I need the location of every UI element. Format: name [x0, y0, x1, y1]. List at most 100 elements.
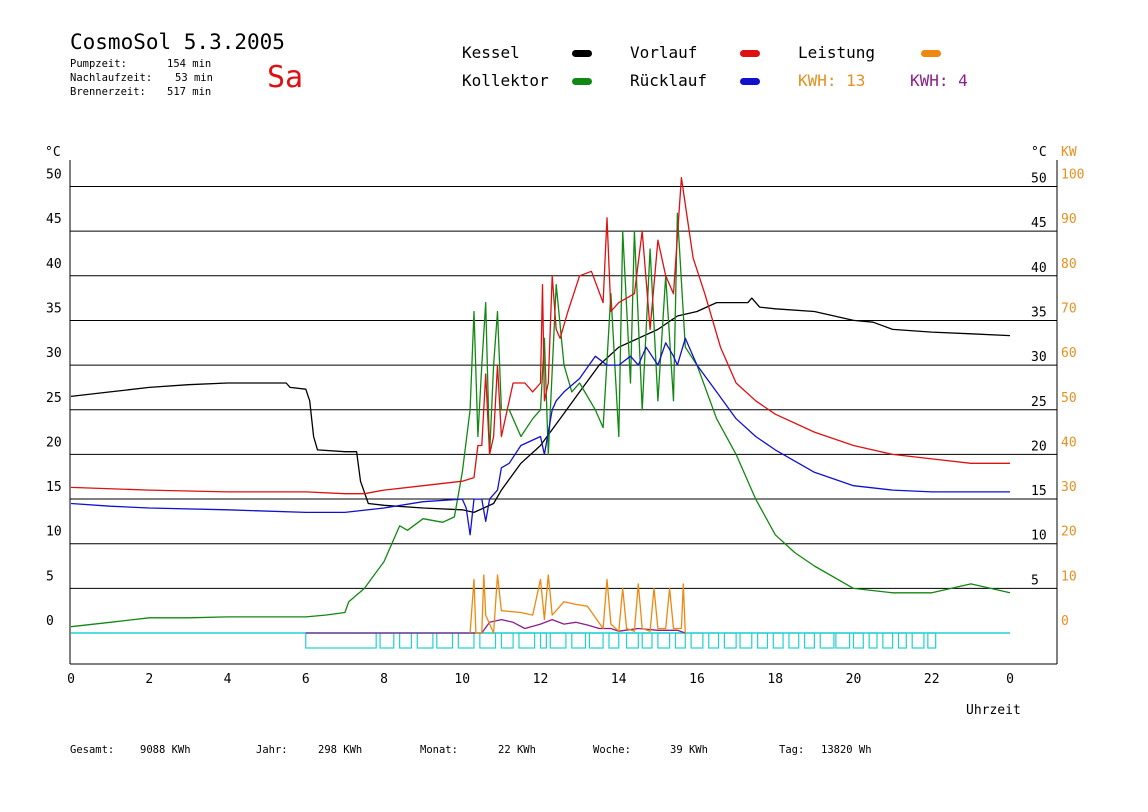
x-tick-label: 12: [533, 672, 549, 687]
footer-value: 13820 Wh: [821, 744, 872, 756]
footer-gesamt: Gesamt: 9088 KWh: [70, 744, 191, 756]
y-tick-label-right-kw: 40: [1061, 435, 1077, 450]
y-axis-label-left: °C: [45, 145, 61, 160]
footer-label: Gesamt:: [70, 744, 115, 756]
legend-swatch-kollektor: [572, 78, 592, 85]
x-tick-label: 20: [846, 672, 862, 687]
pump-pattern-segment: [788, 632, 800, 649]
x-tick-label: 14: [611, 672, 627, 687]
y-tick-label-left: 30: [46, 346, 62, 361]
pump-pattern-segment: [657, 632, 671, 649]
footer-label: Monat:: [420, 744, 458, 756]
pump-pattern-segment: [911, 632, 925, 649]
y-tick-label-right-c: 10: [1031, 529, 1047, 544]
stat-nachlaufzeit: Nachlaufzeit: 53 min: [70, 72, 213, 84]
y-axis-label-right-c: °C: [1031, 145, 1047, 160]
y-tick-label-left: 40: [46, 257, 62, 272]
stat-value: 517 min: [167, 86, 212, 98]
footer-value: 298 KWh: [318, 744, 363, 756]
y-tick-label-right-kw: 50: [1061, 391, 1077, 406]
pump-pattern-segment: [549, 632, 567, 649]
y-tick-label-right-kw: 100: [1061, 168, 1084, 183]
y-tick-label-right-kw: 30: [1061, 480, 1077, 495]
pump-pattern-segment: [897, 632, 907, 649]
y-tick-label-right-c: 45: [1031, 216, 1047, 231]
pump-pattern-segment: [723, 632, 737, 649]
y-tick-label-left: 5: [46, 569, 54, 584]
footer-value: 39 KWh: [670, 744, 708, 756]
series-line-kollektor: [70, 212, 1011, 628]
stat-value: 53 min: [175, 72, 213, 84]
legend-label-vorlauf: Vorlauf: [630, 43, 698, 62]
y-tick-label-right-kw: 20: [1061, 525, 1077, 540]
y-tick-label-right-c: 40: [1031, 261, 1047, 276]
y-tick-label-left: 35: [46, 301, 62, 316]
weekday-label: Sa: [267, 60, 304, 95]
y-tick-label-right-c: 15: [1031, 484, 1047, 499]
x-tick-label: 4: [224, 672, 232, 687]
series-line-vorlauf: [70, 176, 1010, 495]
stat-pumpzeit: Pumpzeit: 154 min: [70, 58, 211, 70]
y-tick-label-right-c: 25: [1031, 395, 1047, 410]
kwh-burner: KWH: 4: [910, 71, 968, 90]
pump-pattern-segment: [772, 632, 784, 649]
legend-label-leistung: Leistung: [798, 43, 876, 62]
stat-value: 154 min: [167, 58, 212, 70]
pump-pattern-segment: [479, 632, 497, 649]
legend-swatch-leistung: [921, 50, 941, 57]
pump-pattern-segment: [674, 632, 686, 649]
y-tick-label-left: 15: [46, 480, 62, 495]
footer-label: Woche:: [593, 744, 631, 756]
pump-pattern-segment: [399, 632, 412, 649]
y-tick-label-left: 20: [46, 435, 62, 450]
stat-brennerzeit: Brennerzeit: 517 min: [70, 86, 211, 98]
y-tick-label-right-kw: 60: [1061, 346, 1077, 361]
y-tick-label-right-c: 20: [1031, 439, 1047, 454]
x-tick-label: 0: [67, 672, 75, 687]
legend-swatch-vorlauf: [740, 50, 760, 57]
y-tick-label-right-c: 35: [1031, 305, 1047, 320]
x-tick-label: 16: [689, 672, 705, 687]
pump-pattern-segment: [927, 632, 937, 649]
pump-pattern-segment: [803, 632, 815, 649]
x-axis-label: Uhrzeit: [966, 703, 1021, 718]
pump-pattern-segment: [571, 632, 587, 649]
footer-jahr: Jahr: 298 KWh: [256, 744, 362, 756]
pump-pattern-segment: [305, 632, 377, 649]
x-tick-label: 8: [380, 672, 388, 687]
x-tick-label: 22: [924, 672, 940, 687]
pump-pattern-segment: [819, 632, 835, 649]
footer-value: 22 KWh: [498, 744, 536, 756]
stat-label: Pumpzeit:: [70, 58, 127, 70]
footer-value: 9088 KWh: [140, 744, 191, 756]
pump-pattern-segment: [708, 632, 720, 649]
pump-pattern-segment: [882, 632, 894, 649]
legend-label-kessel: Kessel: [462, 43, 520, 62]
pump-pattern-segment: [835, 632, 851, 649]
pump-pattern-segment: [500, 632, 514, 649]
x-tick-label: 10: [454, 672, 470, 687]
app-title: CosmoSol 5.3.2005: [70, 30, 285, 54]
y-tick-label-left: 25: [46, 391, 62, 406]
footer-label: Jahr:: [256, 744, 288, 756]
y-tick-label-left: 0: [46, 614, 54, 629]
series-line-leistung: [469, 574, 686, 634]
x-tick-label: 2: [145, 672, 153, 687]
footer-monat: Monat: 22 KWh: [420, 744, 536, 756]
pump-pattern-segment: [641, 632, 653, 649]
pump-pattern-segment: [436, 632, 454, 649]
series-line-kessel: [70, 297, 1011, 514]
legend-label-kollektor: Kollektor: [462, 71, 549, 90]
y-tick-label-right-c: 5: [1031, 573, 1039, 588]
y-tick-label-right-kw: 90: [1061, 212, 1077, 227]
y-tick-label-right-kw: 0: [1061, 614, 1069, 629]
pump-pattern-segment: [739, 632, 753, 649]
series-line-rcklauf: [70, 337, 1010, 536]
y-tick-label-left: 45: [46, 212, 62, 227]
y-tick-label-right-kw: 80: [1061, 257, 1077, 272]
y-tick-label-right-kw: 10: [1061, 569, 1077, 584]
y-tick-label-left: 10: [46, 525, 62, 540]
series-line-kwh4: [305, 618, 686, 634]
y-tick-label-right-c: 30: [1031, 350, 1047, 365]
